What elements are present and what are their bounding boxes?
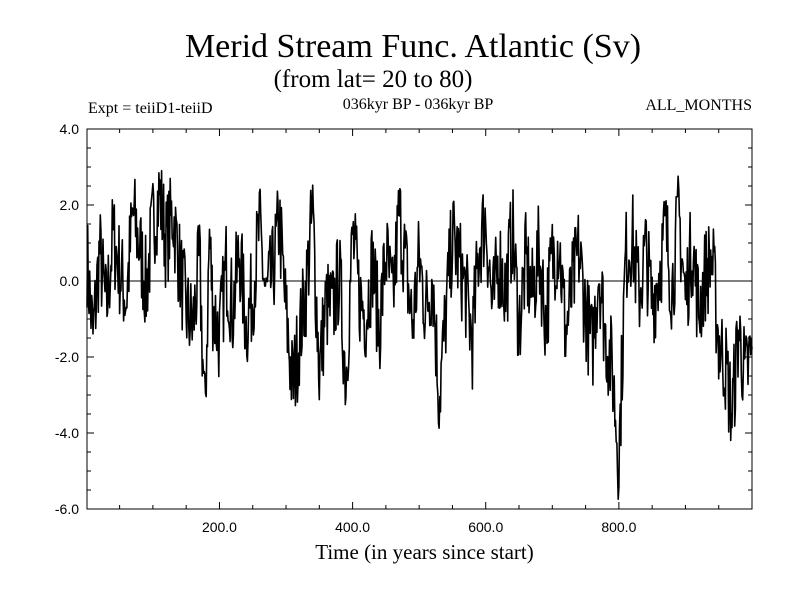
y-tick-label: -6.0: [55, 501, 79, 517]
x-axis: 200.0 400.0 600.0 800.0: [119, 129, 720, 535]
x-tick-label: 400.0: [335, 519, 370, 535]
period-label: 036kyr BP - 036kyr BP: [342, 96, 494, 113]
y-tick-label: -4.0: [55, 425, 79, 441]
x-tick-label: 600.0: [468, 519, 503, 535]
x-axis-title: Time (in years since start): [315, 540, 534, 564]
series-line: [86, 169, 753, 501]
experiment-label: Expt = teiiD1-teiiD: [88, 100, 213, 117]
x-tick-label: 200.0: [202, 519, 237, 535]
chart-subtitle: (from lat= 20 to 80): [273, 66, 473, 93]
y-tick-label: 0.0: [60, 273, 80, 289]
months-label: ALL_MONTHS: [645, 97, 752, 114]
y-axis: -6.0 -4.0 -2.0 0.0 2.0 4.0: [55, 121, 752, 517]
y-tick-label: -2.0: [55, 349, 79, 365]
y-tick-label: 2.0: [60, 197, 80, 213]
x-tick-label: 800.0: [601, 519, 636, 535]
y-tick-label: 4.0: [60, 121, 80, 137]
chart-title: Merid Stream Func. Atlantic (Sv): [184, 28, 642, 65]
plot-layer: [86, 169, 753, 501]
